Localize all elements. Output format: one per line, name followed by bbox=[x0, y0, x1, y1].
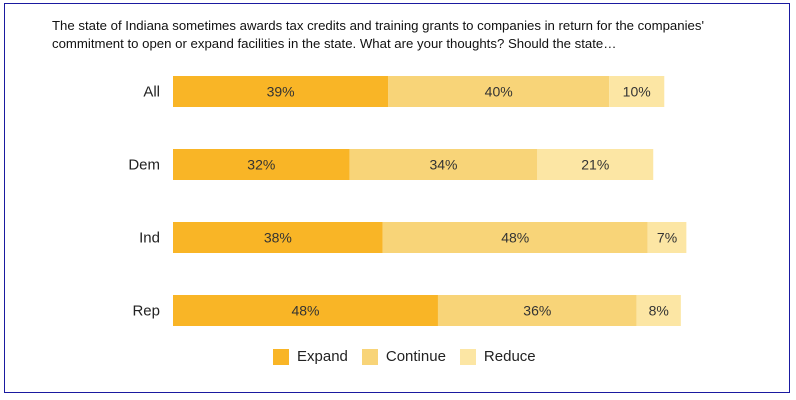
bar-reduce-dem bbox=[537, 149, 654, 180]
bar-continue-rep bbox=[437, 295, 637, 326]
bar-reduce-all bbox=[609, 76, 665, 107]
data-label-expand-dem: 32% bbox=[247, 157, 275, 173]
legend-swatch-continue bbox=[361, 348, 378, 365]
category-label-ind: Ind bbox=[139, 230, 160, 247]
data-label-continue-dem: 34% bbox=[429, 157, 457, 173]
legend-item-reduce: Reduce bbox=[459, 348, 536, 365]
bar-continue-ind bbox=[382, 222, 648, 253]
bar-expand-rep bbox=[173, 295, 438, 326]
legend-swatch-reduce bbox=[459, 348, 476, 365]
data-label-expand-all: 39% bbox=[267, 84, 295, 100]
bar-reduce-ind bbox=[647, 222, 687, 253]
data-label-reduce-rep: 8% bbox=[649, 303, 669, 319]
data-label-continue-rep: 36% bbox=[523, 303, 551, 319]
legend-label-reduce: Reduce bbox=[483, 348, 536, 365]
chart-frame bbox=[4, 3, 790, 393]
bar-reduce-rep bbox=[636, 295, 681, 326]
data-label-reduce-ind: 7% bbox=[657, 230, 677, 246]
legend-label-expand: Expand bbox=[297, 348, 348, 365]
chart-legend: Expand Continue Reduce bbox=[273, 348, 550, 365]
question-line-2: commitment to open or expand facilities … bbox=[52, 36, 617, 51]
question-line-1: The state of Indiana sometimes awards ta… bbox=[52, 18, 704, 33]
legend-swatch-expand bbox=[273, 348, 289, 365]
bar-continue-dem bbox=[349, 149, 538, 180]
data-label-reduce-all: 10% bbox=[623, 84, 651, 100]
legend-item-expand: Expand bbox=[273, 348, 348, 365]
legend-label-continue: Continue bbox=[385, 348, 446, 365]
data-label-continue-all: 40% bbox=[485, 84, 513, 100]
question-text: The state of Indiana sometimes awards ta… bbox=[52, 17, 772, 53]
bar-expand-ind bbox=[173, 222, 383, 253]
data-label-reduce-dem: 21% bbox=[581, 157, 609, 173]
category-label-all: All bbox=[143, 84, 160, 101]
bar-continue-all bbox=[388, 76, 610, 107]
data-label-continue-ind: 48% bbox=[501, 230, 529, 246]
bar-expand-all bbox=[173, 76, 389, 107]
category-label-rep: Rep bbox=[132, 303, 160, 320]
data-label-expand-ind: 38% bbox=[264, 230, 292, 246]
legend-item-continue: Continue bbox=[361, 348, 446, 365]
bar-expand-dem bbox=[173, 149, 350, 180]
category-label-dem: Dem bbox=[128, 157, 160, 174]
data-label-expand-rep: 48% bbox=[291, 303, 319, 319]
